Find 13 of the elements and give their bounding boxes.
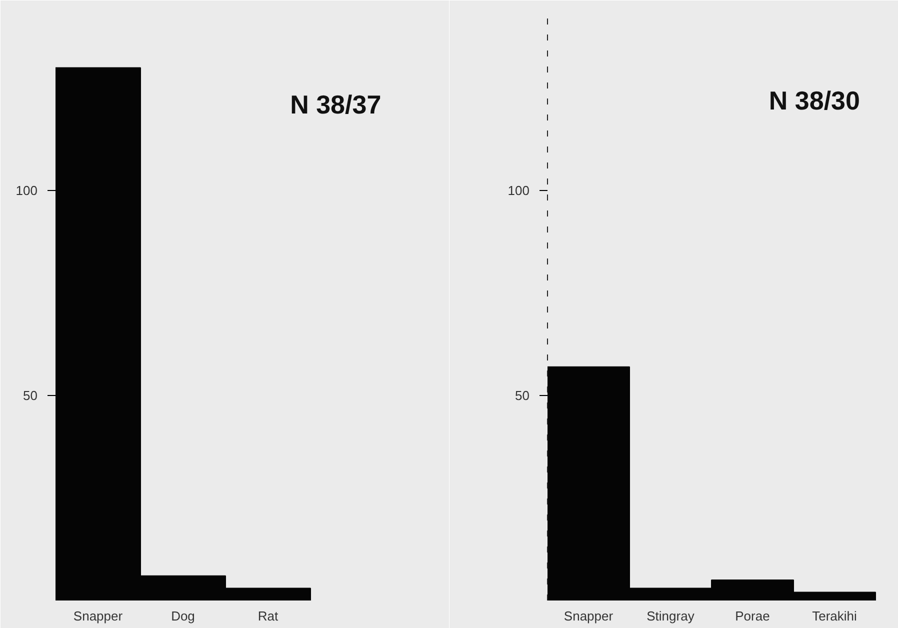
y-tick-label: 50 [515,388,530,404]
x-tick-label: Terakihi [812,608,858,624]
x-tick-label: Snapper [73,608,124,624]
x-tick-label: Porae [735,608,770,624]
x-tick-label: Rat [258,608,279,624]
y-tick-label: 100 [508,183,530,198]
x-tick-label: Snapper [564,608,614,624]
text: N 38/37 [290,90,382,120]
y-tick-label: 100 [16,183,38,198]
x-tick-label: Dog [171,608,195,624]
text: N 38/30 [768,86,860,116]
y-tick-label: 50 [23,388,38,404]
x-tick-label: Stingray [646,608,695,624]
